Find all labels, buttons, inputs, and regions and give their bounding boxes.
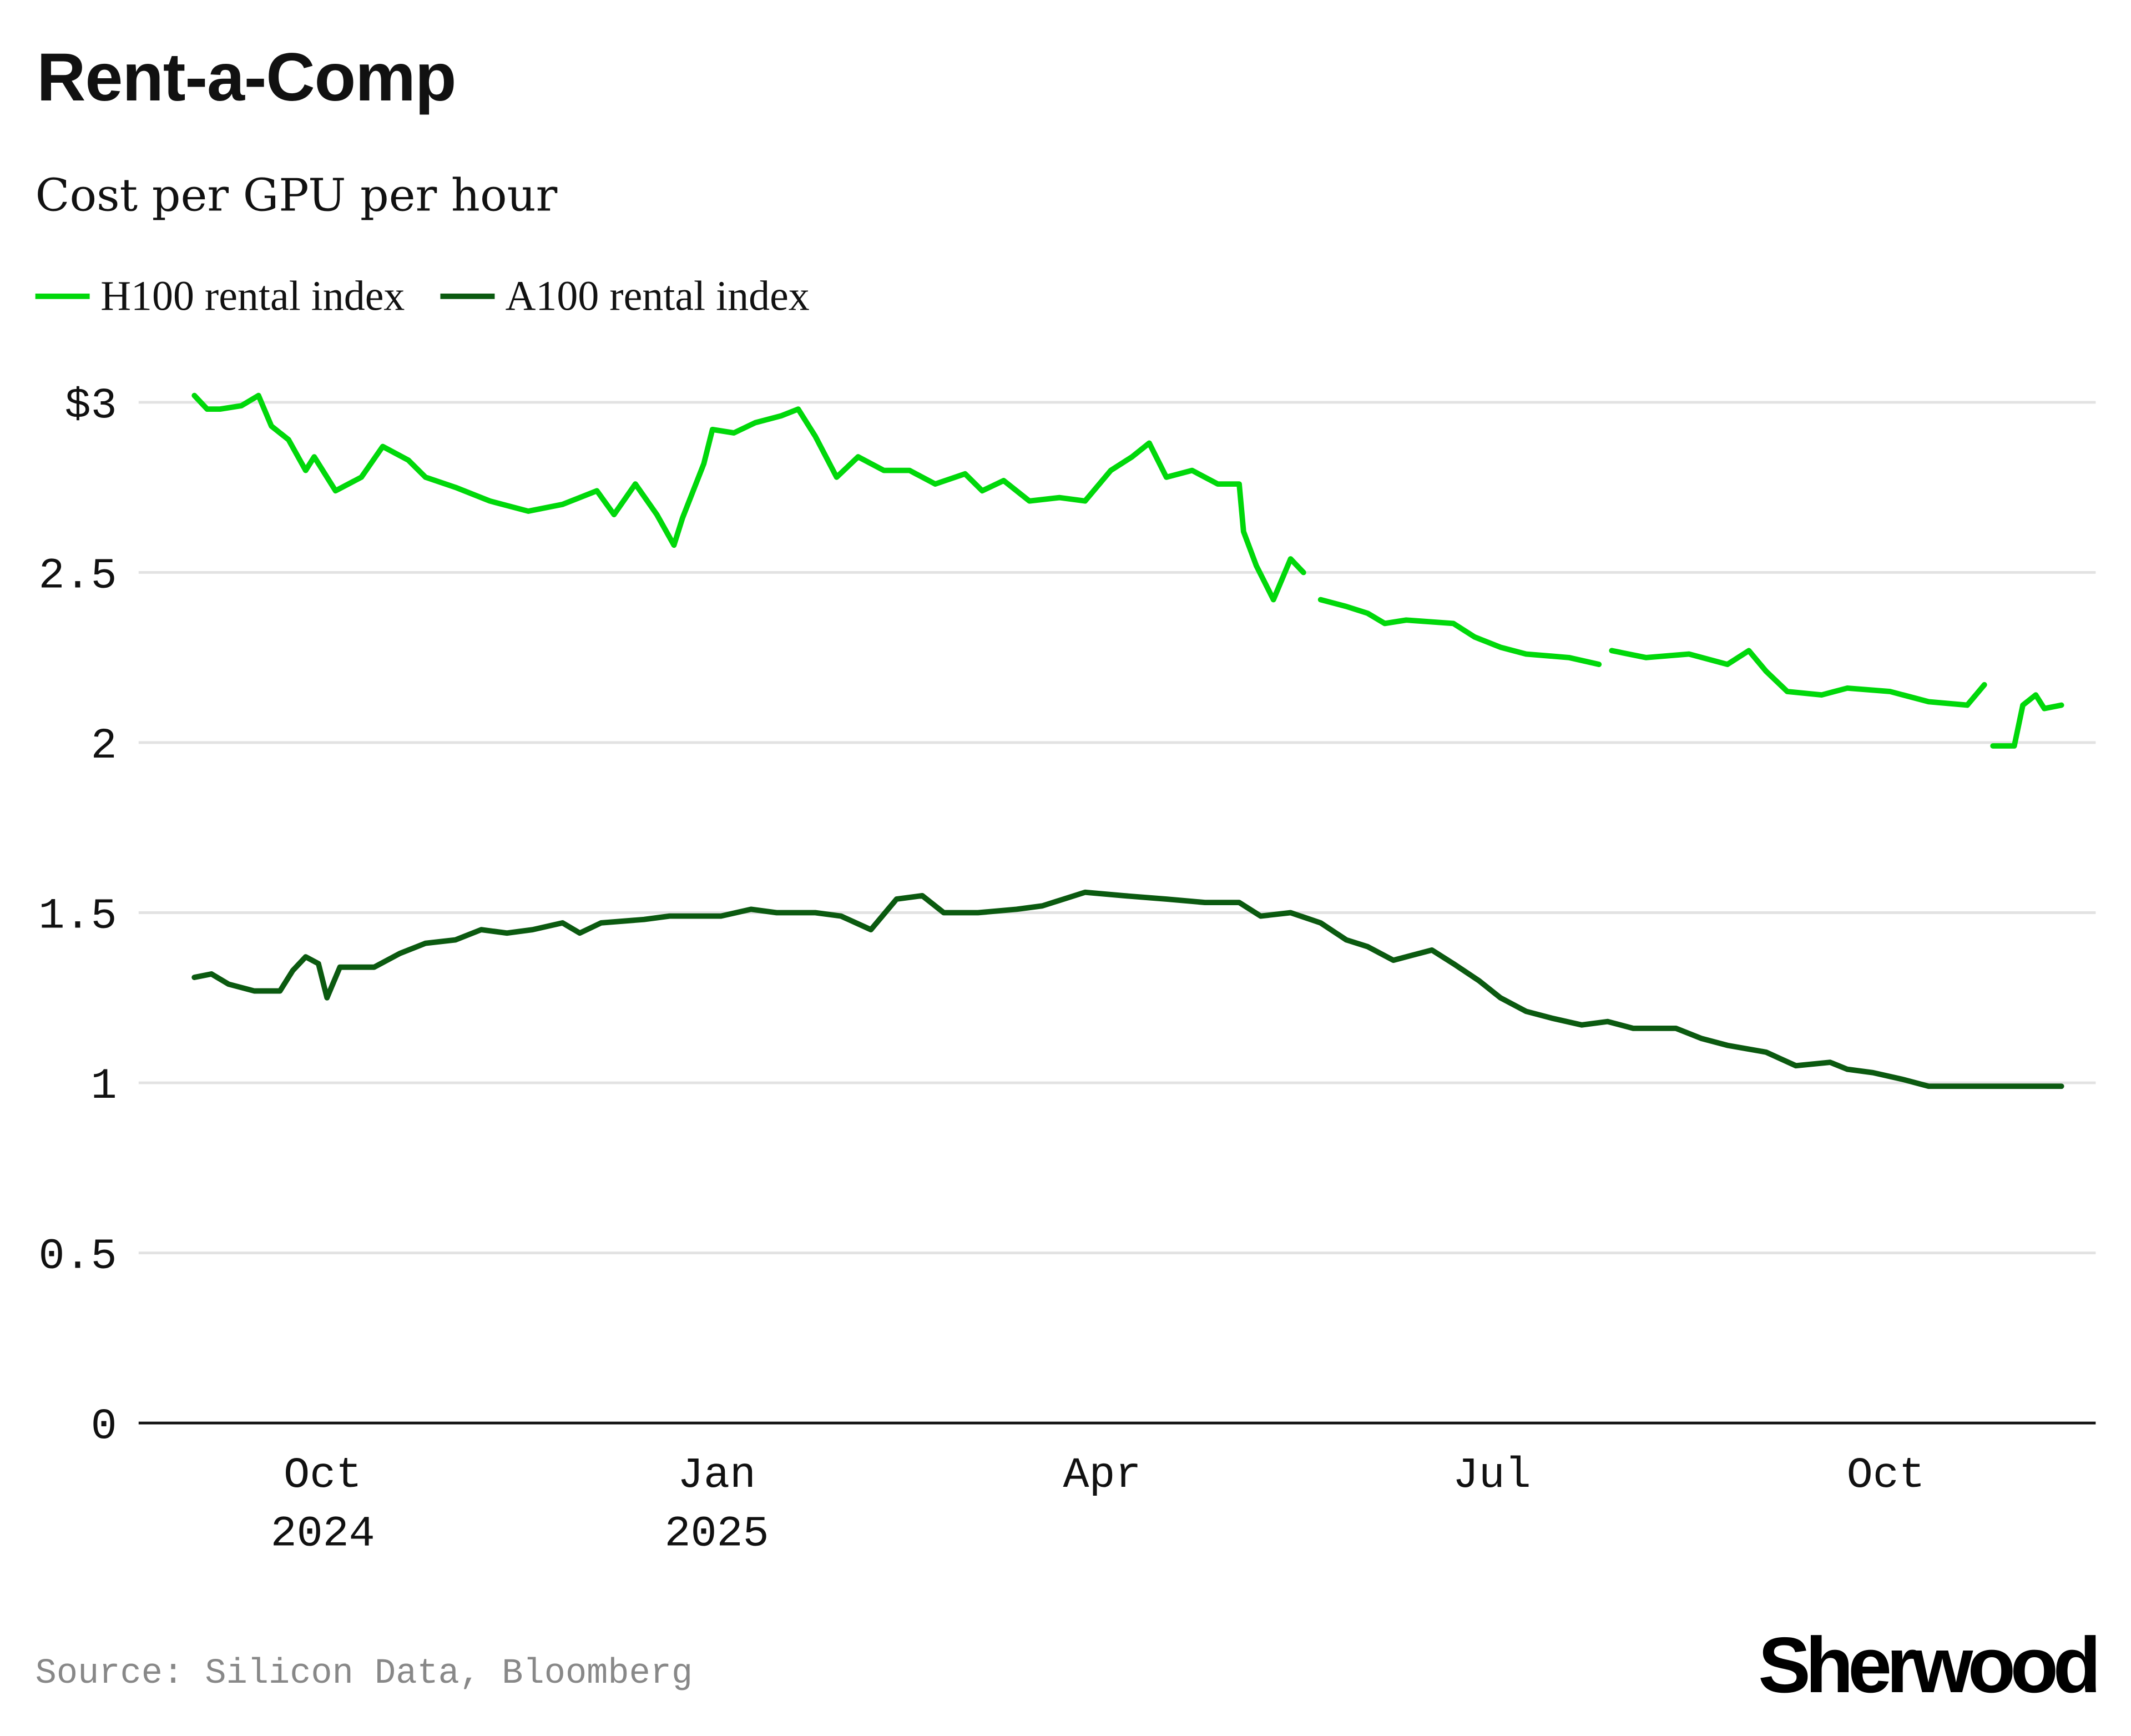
x-tick-label: Jul bbox=[1453, 1451, 1531, 1500]
x-tick-label: Apr bbox=[1063, 1451, 1142, 1500]
y-tick-label: 2 bbox=[91, 721, 117, 771]
y-tick-label: 0.5 bbox=[39, 1232, 117, 1281]
chart-subtitle: Cost per GPU per hour bbox=[35, 168, 558, 222]
x-tick-label: Oct bbox=[1847, 1451, 1925, 1500]
y-tick-label: 2.5 bbox=[39, 551, 117, 600]
legend-swatch-h100 bbox=[35, 293, 90, 299]
x-tick-label: Oct bbox=[284, 1451, 362, 1500]
y-tick-label: 0 bbox=[91, 1402, 117, 1451]
legend-label-h100: H100 rental index bbox=[100, 271, 405, 320]
y-tick-label: $3 bbox=[65, 381, 117, 431]
x-tick-year-label: 2025 bbox=[665, 1510, 769, 1559]
legend-swatch-a100 bbox=[440, 293, 495, 299]
x-tick-year-label: 2024 bbox=[271, 1510, 375, 1559]
source-note: Source: Silicon Data, Bloomberg bbox=[35, 1652, 693, 1694]
sherwood-logo: Sherwood bbox=[1758, 1621, 2101, 1710]
chart-title: Rent-a-Comp bbox=[37, 39, 456, 116]
y-tick-label: 1 bbox=[91, 1062, 117, 1111]
y-tick-label: 1.5 bbox=[39, 891, 117, 941]
legend-label-a100: A100 rental index bbox=[505, 271, 810, 320]
x-tick-label: Jan bbox=[678, 1451, 756, 1500]
legend-item-h100: H100 rental index bbox=[35, 271, 405, 321]
series-line-a100 bbox=[191, 889, 2064, 1089]
series-line-h100 bbox=[191, 392, 2064, 749]
legend: H100 rental index A100 rental index bbox=[35, 271, 845, 321]
legend-item-a100: A100 rental index bbox=[440, 272, 810, 321]
